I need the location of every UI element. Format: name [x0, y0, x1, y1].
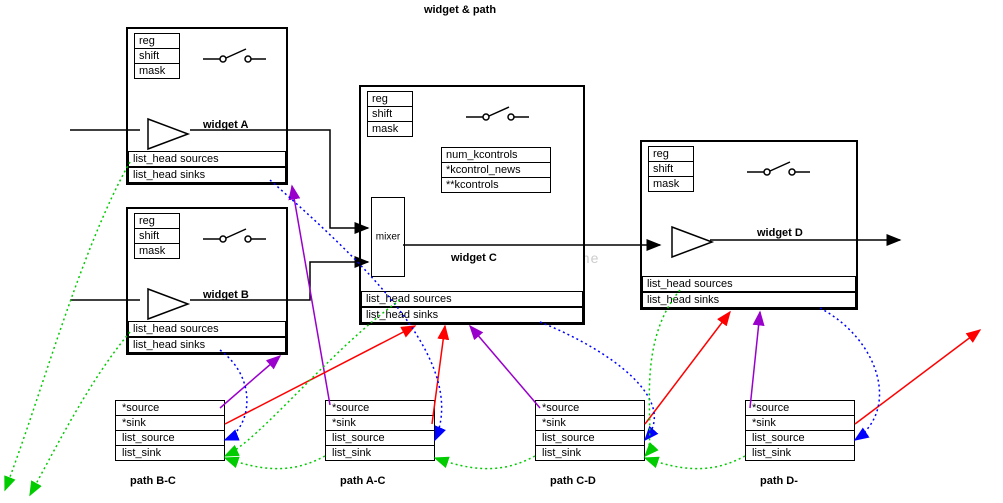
mixer-label: mixer: [376, 232, 400, 243]
switch-icon: [198, 39, 268, 69]
switch-icon: [198, 219, 268, 249]
amp-triangle-icon: [143, 114, 193, 154]
widget-d-sources: list_head sources: [642, 276, 856, 292]
widget-d-label: widget D: [757, 227, 803, 239]
diagram-title: widget & path: [400, 4, 520, 16]
path-bc-label: path B-C: [130, 475, 176, 487]
path-d-label: path D-: [760, 475, 798, 487]
widget-c-sinks: list_head sinks: [361, 307, 583, 323]
widget-b: reg shift mask widget B list_head source…: [126, 207, 288, 355]
widget-d-sinks: list_head sinks: [642, 292, 856, 308]
widget-c-label: widget C: [451, 252, 497, 264]
path-cd-label: path C-D: [550, 475, 596, 487]
switch-icon: [742, 152, 812, 182]
widget-a-sinks: list_head sinks: [128, 167, 286, 183]
mixer-box: mixer: [371, 197, 405, 277]
widget-c-sources: list_head sources: [361, 291, 583, 307]
path-ac-label: path A-C: [340, 475, 385, 487]
widget-a: reg shift mask widget A list_head source…: [126, 27, 288, 185]
widget-b-label: widget B: [203, 289, 249, 301]
path-cd: *source *sink list_source list_sink: [535, 400, 645, 461]
shift-label: shift: [135, 49, 179, 64]
diagram-canvas: widget & path http://blog.****.net/Droid…: [0, 0, 1003, 503]
amp-triangle-icon: [143, 284, 193, 324]
widget-c-regbox: reg shift mask: [367, 91, 413, 137]
mask-label: mask: [135, 64, 179, 78]
widget-d: reg shift mask widget D list_head source…: [640, 140, 858, 310]
widget-b-sources: list_head sources: [128, 321, 286, 337]
widget-a-regbox: reg shift mask: [134, 33, 180, 79]
path-ac: *source *sink list_source list_sink: [325, 400, 435, 461]
switch-icon: [461, 97, 531, 127]
widget-a-label: widget A: [203, 119, 248, 131]
widget-c: reg shift mask num_kcontrols *kcontrol_n…: [359, 85, 585, 325]
widget-b-regbox: reg shift mask: [134, 213, 180, 259]
reg-label: reg: [135, 34, 179, 49]
widget-b-sinks: list_head sinks: [128, 337, 286, 353]
widget-d-regbox: reg shift mask: [648, 146, 694, 192]
path-bc: *source *sink list_source list_sink: [115, 400, 225, 461]
widget-a-sources: list_head sources: [128, 151, 286, 167]
widget-c-kcontrols: num_kcontrols *kcontrol_news **kcontrols: [441, 147, 551, 193]
path-d: *source *sink list_source list_sink: [745, 400, 855, 461]
amp-triangle-icon: [667, 222, 717, 262]
